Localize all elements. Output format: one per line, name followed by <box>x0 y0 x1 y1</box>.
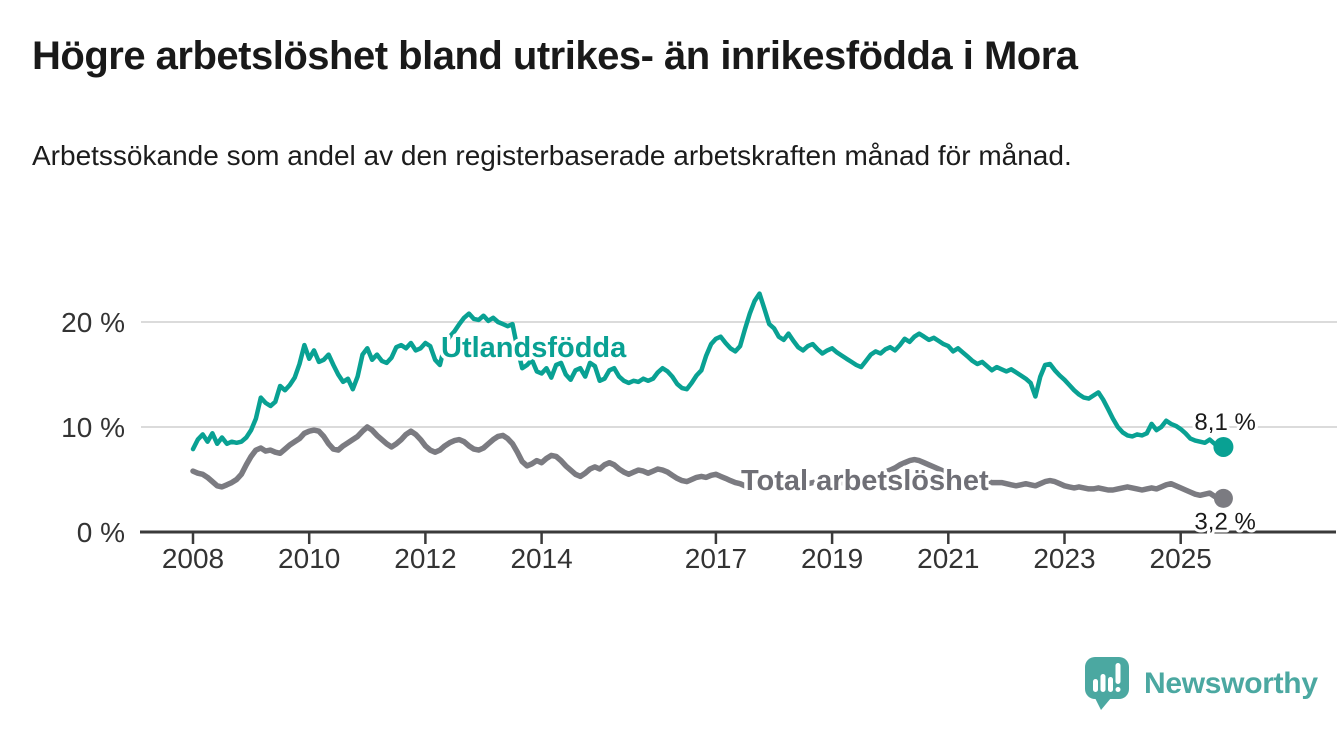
x-tick-label-2012: 2012 <box>394 543 456 574</box>
newsworthy-logo-icon <box>1085 657 1129 710</box>
x-tick-label-2021: 2021 <box>917 543 979 574</box>
page-title: Högre arbetslöshet bland utrikes- än inr… <box>32 34 1078 78</box>
x-tick-label-2010: 2010 <box>278 543 340 574</box>
series-end-dot-total <box>1213 488 1233 508</box>
x-tick-label-2008: 2008 <box>162 543 224 574</box>
y-tick-label-10: 10 % <box>61 412 125 443</box>
newsworthy-logo-text: Newsworthy <box>1144 667 1318 700</box>
series-end-dot-utlandsfodda <box>1213 436 1234 457</box>
x-tick-label-2019: 2019 <box>801 543 863 574</box>
x-tick-label-2014: 2014 <box>510 543 572 574</box>
x-tick-label-2017: 2017 <box>685 543 747 574</box>
series-label-utlandsfodda: Utlandsfödda <box>441 332 627 364</box>
newsworthy-logo: Newsworthy <box>1084 656 1318 712</box>
end-value-label-utlandsfodda: 8,1 % <box>1194 409 1255 436</box>
end-value-label-total: 3,2 % <box>1194 508 1255 535</box>
series-line-total <box>190 424 1223 502</box>
y-tick-label-0: 0 % <box>77 517 125 548</box>
series-line-utlandsfodda <box>190 291 1222 452</box>
x-tick-label-2025: 2025 <box>1150 543 1212 574</box>
y-tick-label-20: 20 % <box>61 307 125 338</box>
page-subtitle: Arbetssökande som andel av den registerb… <box>32 140 1072 171</box>
series-label-total: Total arbetslöshet <box>741 465 989 497</box>
x-tick-label-2023: 2023 <box>1033 543 1095 574</box>
